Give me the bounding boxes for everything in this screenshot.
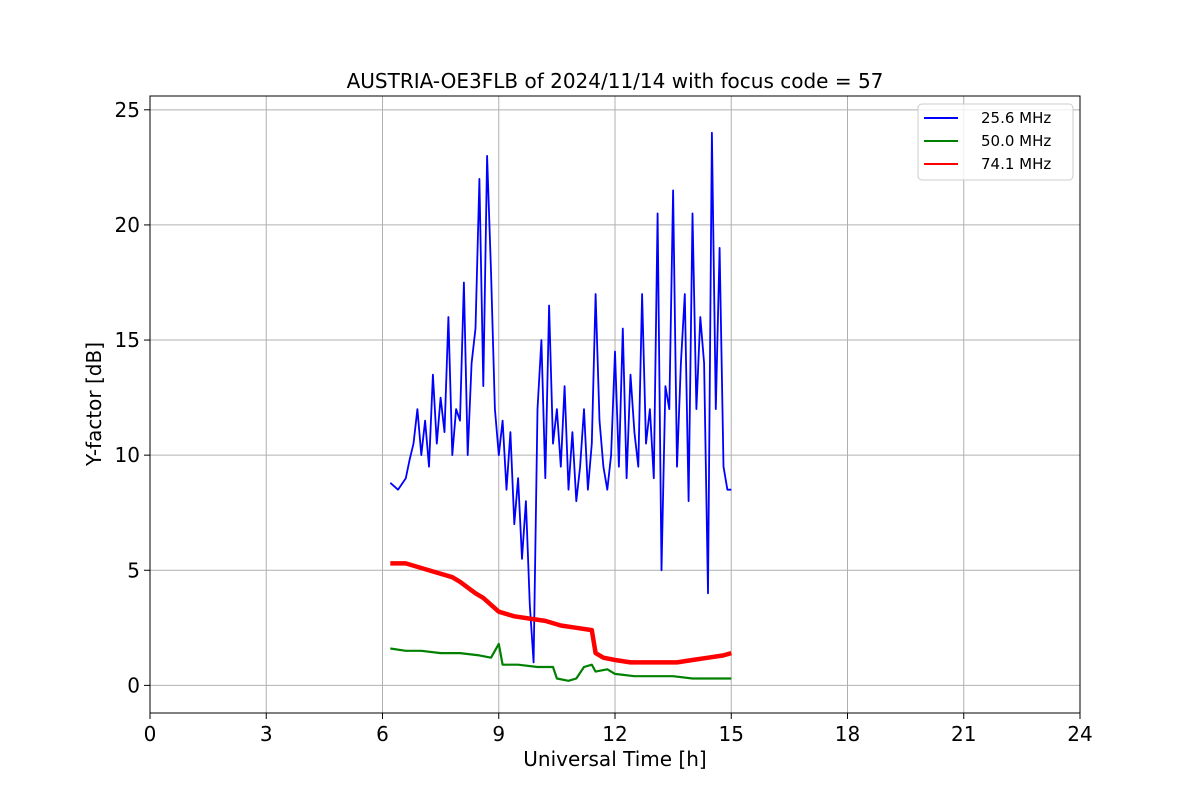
y-axis-label: Y-factor [dB] [82,342,106,467]
series-line-50-0-mhz [390,642,732,682]
legend-label: 50.0 MHz [981,132,1051,150]
x-tick-label: 18 [835,722,860,746]
x-tick-label: 0 [144,722,157,746]
y-tick-label: 25 [115,98,140,122]
x-tick-label: 12 [602,722,627,746]
y-tick-label: 5 [127,558,140,582]
y-tick-label: 20 [115,213,140,237]
chart-title: AUSTRIA-OE3FLB of 2024/11/14 with focus … [347,69,884,93]
x-axis-label: Universal Time [h] [523,747,706,771]
y-tick-label: 0 [127,673,140,697]
x-tick-label: 3 [260,722,273,746]
y-tick-label: 15 [115,328,140,352]
x-tick-label: 24 [1067,722,1092,746]
legend: 25.6 MHz 50.0 MHz 74.1 MHz [917,103,1074,181]
x-tick-label: 9 [492,722,505,746]
legend-box [917,103,1074,181]
y-axis-ticks: 0 5 10 15 20 25 [115,98,150,697]
x-tick-label: 15 [719,722,744,746]
plot-series [389,131,732,682]
legend-label: 74.1 MHz [981,155,1051,173]
x-axis-ticks: 0 3 6 9 12 15 18 21 24 [144,713,1093,746]
y-tick-label: 10 [115,443,140,467]
series-line-25-6-mhz [389,131,732,664]
legend-label: 25.6 MHz [981,109,1051,127]
x-tick-label: 21 [951,722,976,746]
series-line-74-1-mhz [390,561,732,665]
x-tick-label: 6 [376,722,389,746]
